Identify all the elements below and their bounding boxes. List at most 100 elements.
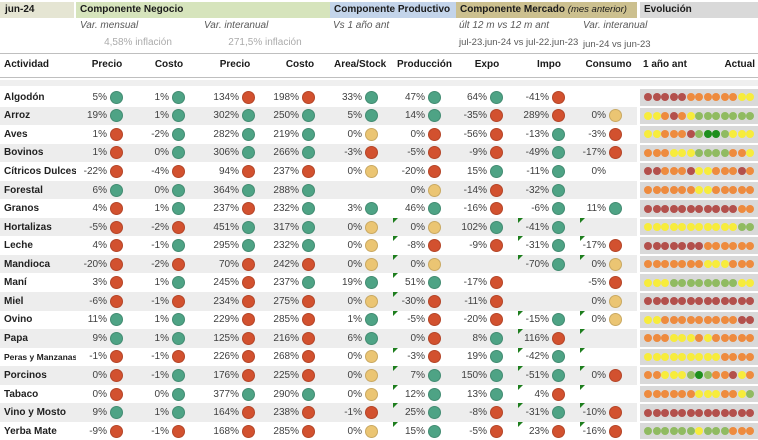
- impo-cell[interactable]: -41%: [518, 88, 580, 107]
- precio-mensual-cell[interactable]: -6%: [76, 292, 138, 311]
- precio-interanual-cell[interactable]: 306%: [200, 143, 270, 163]
- inflacion-interanual-value[interactable]: 271,5% inflación: [228, 37, 302, 48]
- consumo-cell[interactable]: 0%: [580, 366, 637, 385]
- consumo-cell[interactable]: [580, 329, 637, 348]
- evolution-cell[interactable]: [640, 144, 758, 162]
- precio-interanual-cell[interactable]: 226%: [200, 348, 270, 367]
- impo-cell[interactable]: -49%: [518, 143, 580, 163]
- precio-mensual-cell[interactable]: 3%: [76, 273, 138, 292]
- column-header-precio-mensual[interactable]: Precio: [91, 59, 123, 70]
- area-stock-cell[interactable]: 3%: [330, 199, 393, 218]
- costo-interanual-cell[interactable]: 317%: [270, 217, 330, 237]
- activity-cell[interactable]: Miel: [0, 292, 76, 311]
- costo-interanual-cell[interactable]: 285%: [270, 311, 330, 330]
- expo-cell[interactable]: 102%: [456, 217, 518, 237]
- productivo-period-label[interactable]: Vs 1 año ant: [333, 20, 390, 31]
- area-stock-cell[interactable]: 0%: [330, 292, 393, 311]
- mercado-period-label[interactable]: últ 12 m vs 12 m ant: [459, 20, 550, 31]
- impo-cell[interactable]: -31%: [518, 403, 580, 422]
- precio-interanual-cell[interactable]: 94%: [200, 162, 270, 181]
- precio-interanual-cell[interactable]: 377%: [200, 385, 270, 404]
- costo-mensual-cell[interactable]: -2%: [138, 217, 200, 237]
- area-stock-cell[interactable]: 0%: [330, 385, 393, 404]
- negocio-var-mensual-label[interactable]: Var. mensual: [80, 20, 139, 31]
- costo-interanual-cell[interactable]: 242%: [270, 254, 330, 274]
- expo-cell[interactable]: 13%: [456, 385, 518, 404]
- produccion-cell[interactable]: -30%: [393, 292, 456, 311]
- column-header-consumo[interactable]: Consumo: [585, 59, 632, 70]
- activity-cell[interactable]: Cítricos Dulces: [0, 162, 76, 181]
- expo-cell[interactable]: -11%: [456, 292, 518, 311]
- impo-cell[interactable]: 4%: [518, 384, 580, 404]
- evolution-cell[interactable]: [640, 404, 758, 421]
- impo-cell[interactable]: -42%: [518, 347, 580, 367]
- impo-cell[interactable]: -70%: [518, 254, 580, 274]
- activity-cell[interactable]: Aves: [0, 125, 76, 144]
- precio-mensual-cell[interactable]: 5%: [76, 88, 138, 107]
- area-stock-cell[interactable]: 1%: [330, 311, 393, 330]
- consumo-cell[interactable]: 0%: [580, 254, 637, 274]
- evolution-cell[interactable]: [640, 422, 758, 440]
- consumo-cell[interactable]: -16%: [580, 421, 637, 440]
- expo-cell[interactable]: 150%: [456, 366, 518, 385]
- precio-mensual-cell[interactable]: -1%: [76, 348, 138, 367]
- produccion-cell[interactable]: 0%: [393, 329, 456, 348]
- produccion-cell[interactable]: 14%: [393, 106, 456, 126]
- costo-mensual-cell[interactable]: 1%: [138, 199, 200, 218]
- precio-mensual-cell[interactable]: 11%: [76, 311, 138, 330]
- column-header-actividad[interactable]: Actividad: [4, 59, 50, 70]
- consumo-cell[interactable]: 11%: [580, 199, 637, 218]
- evolution-cell[interactable]: [640, 255, 758, 273]
- activity-cell[interactable]: Ovino: [0, 311, 76, 330]
- precio-interanual-cell[interactable]: 176%: [200, 366, 270, 385]
- negocio-var-interanual-label[interactable]: Var. interanual: [204, 20, 269, 31]
- costo-mensual-cell[interactable]: 1%: [138, 106, 200, 126]
- area-stock-cell[interactable]: 0%: [330, 254, 393, 274]
- area-stock-cell[interactable]: 0%: [330, 348, 393, 367]
- mercado-period-detail[interactable]: jul-23.jun-24 vs jul-22.jun-23: [459, 37, 579, 48]
- area-stock-cell[interactable]: 5%: [330, 106, 393, 126]
- column-header-costo-interanual[interactable]: Costo: [285, 59, 315, 70]
- activity-cell[interactable]: Tabaco: [0, 385, 76, 404]
- consumo-cell[interactable]: [580, 180, 637, 200]
- produccion-cell[interactable]: 12%: [393, 384, 456, 404]
- produccion-cell[interactable]: -20%: [393, 162, 456, 181]
- precio-mensual-cell[interactable]: 0%: [76, 366, 138, 385]
- evolution-cell[interactable]: [640, 348, 758, 366]
- precio-mensual-cell[interactable]: -20%: [76, 254, 138, 274]
- area-stock-cell[interactable]: 6%: [330, 329, 393, 348]
- activity-cell[interactable]: Papa: [0, 329, 76, 348]
- activity-cell[interactable]: Arroz: [0, 106, 76, 126]
- costo-interanual-cell[interactable]: 237%: [270, 273, 330, 292]
- costo-mensual-cell[interactable]: 1%: [138, 403, 200, 422]
- precio-mensual-cell[interactable]: 9%: [76, 403, 138, 422]
- section-negocio-header[interactable]: Componente Negocio: [76, 2, 330, 18]
- activity-cell[interactable]: Vino y Mosto: [0, 403, 76, 422]
- impo-cell[interactable]: -11%: [518, 162, 580, 181]
- impo-cell[interactable]: -51%: [518, 366, 580, 385]
- expo-cell[interactable]: 15%: [456, 162, 518, 181]
- activity-cell[interactable]: Peras y Manzanas: [0, 348, 76, 367]
- produccion-cell[interactable]: -5%: [393, 143, 456, 163]
- produccion-cell[interactable]: 7%: [393, 366, 456, 385]
- activity-cell[interactable]: Leche: [0, 236, 76, 255]
- activity-cell[interactable]: Mandioca: [0, 254, 76, 274]
- costo-interanual-cell[interactable]: 232%: [270, 199, 330, 218]
- activity-cell[interactable]: Maní: [0, 273, 76, 292]
- consumo-cell[interactable]: [580, 88, 637, 107]
- area-stock-cell[interactable]: [330, 180, 393, 200]
- costo-interanual-cell[interactable]: 275%: [270, 292, 330, 311]
- section-productivo-header[interactable]: Componente Productivo: [330, 2, 456, 18]
- costo-interanual-cell[interactable]: 225%: [270, 366, 330, 385]
- costo-interanual-cell[interactable]: 285%: [270, 422, 330, 440]
- precio-mensual-cell[interactable]: 1%: [76, 125, 138, 144]
- activity-cell[interactable]: Porcinos: [0, 366, 76, 385]
- precio-interanual-cell[interactable]: 168%: [200, 422, 270, 440]
- column-header-produccion[interactable]: Producción: [396, 59, 452, 70]
- precio-mensual-cell[interactable]: -9%: [76, 422, 138, 440]
- precio-mensual-cell[interactable]: 4%: [76, 236, 138, 255]
- produccion-cell[interactable]: 0%: [393, 125, 456, 144]
- produccion-cell[interactable]: 25%: [393, 403, 456, 422]
- precio-interanual-cell[interactable]: 451%: [200, 217, 270, 237]
- costo-mensual-cell[interactable]: 1%: [138, 329, 200, 348]
